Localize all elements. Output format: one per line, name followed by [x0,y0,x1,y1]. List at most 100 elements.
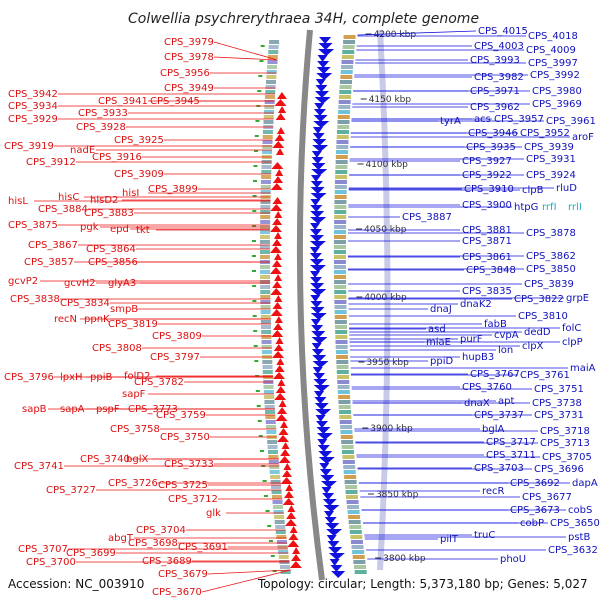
right-gene-label: CPS_3957 [494,114,544,125]
gc-bar [267,445,278,449]
gc-bar [267,60,278,64]
rrna-label: rrlI [568,202,582,213]
right-gene-label: CPS_3881 [462,225,512,236]
right-gene-label: apt [498,396,514,407]
gc-bar [264,100,275,104]
gc-bar [260,210,271,214]
reverse-gene-arrow [322,493,335,500]
forward-gene-arrow [275,337,284,344]
map-title: Colwellia psychrerythraea 34H, complete … [128,11,479,27]
forward-gene-arrow [276,148,285,155]
left-gene-label: gcvH2 [64,278,96,289]
gc-bar [262,145,273,149]
cog-bar [335,330,348,334]
left-gene-label: CPS_3934 [8,101,58,112]
gc-bar [265,85,276,89]
cog-bar [337,385,350,389]
gc-bar [272,500,283,504]
forward-gene-arrow [271,260,282,267]
reverse-gene-arrow [311,163,326,170]
left-connectors [34,41,291,593]
left-gene-label: CPS_3875 [8,220,58,231]
gc-skew-tick [254,360,259,362]
cog-bar [336,370,349,374]
gc-bar [272,495,283,499]
right-gene-label: miaE [426,337,451,348]
forward-strand-track [269,92,302,568]
right-connectors [347,30,570,560]
gc-bar [278,550,289,554]
cog-bar [334,320,347,324]
left-gene-label: gcvP2 [8,276,38,287]
right-gene-label: hupB3 [462,352,494,363]
gc-skew-tick [262,480,267,482]
reverse-gene-arrow [309,241,326,248]
forward-gene-arrow [276,358,285,365]
left-gene-label: CPS_3809 [152,331,202,342]
reverse-gene-arrow [310,301,323,308]
right-gene-label: CPS_3971 [470,86,520,97]
gc-bar [280,570,291,574]
left-connector [207,569,291,575]
cog-bar [338,105,351,109]
gc-bar [259,245,270,249]
reverse-gene-arrow [310,223,321,230]
cog-bar [335,170,348,174]
reverse-gene-arrow [310,193,327,200]
cog-bar [352,550,365,554]
cog-bar [354,565,367,569]
tick-label: 4150 kbp [369,95,412,105]
gc-skew-tick [253,165,258,167]
right-gene-label: CPS_4015 [478,26,528,37]
left-gene-label: CPS_3773 [128,404,178,415]
cog-bar [343,470,356,474]
right-gene-label: CPS_3822 [514,294,564,305]
reverse-gene-arrow [310,271,321,278]
reverse-gene-arrow [323,505,340,512]
gc-bar [267,65,278,69]
accession-text: Accession: NC_003910 [8,577,144,591]
gc-skew-tick [258,75,263,77]
left-gene-label: CPS_3819 [108,319,158,330]
reverse-gene-arrow [309,229,322,236]
forward-gene-arrow [271,162,284,169]
gc-bar [268,455,279,459]
left-gene-label: hisD2 [90,195,118,206]
reverse-gene-arrow [311,169,328,176]
right-gene-label: pstB [568,532,590,543]
gc-bar [271,490,282,494]
right-gene-label: bglA [482,424,504,435]
forward-gene-arrow [273,232,282,239]
reverse-gene-arrow [324,517,337,524]
cog-bar [339,85,352,89]
left-gene-label: CPS_3834 [60,298,110,309]
topology-summary: Topology: circular; Length: 5,373,180 bp… [257,577,588,591]
right-gene-label: grpE [566,293,589,304]
cog-bar [336,360,349,364]
right-gene-label: CPS_3677 [522,492,572,503]
cog-bar [334,225,347,229]
reverse-gene-arrow [326,529,343,536]
cog-bar [334,280,347,284]
gc-bar [259,255,270,259]
cog-bar [337,390,350,394]
gc-bar [260,230,271,234]
left-gene-label: CPS_3691 [178,542,228,553]
right-gene-label: CPS_3931 [526,154,576,165]
cog-bar [339,410,352,414]
gc-bar [260,300,271,304]
right-gene-label: maiA [570,363,596,374]
right-gene-label: CPS_3835 [462,286,512,297]
right-gene-label: CPS_3713 [540,438,590,449]
gc-bar [266,430,277,434]
reverse-gene-arrow [313,373,326,380]
gc-bar [260,185,271,189]
forward-gene-arrow [271,239,282,246]
gc-skew-tick [252,210,257,212]
reverse-gene-arrow [322,499,337,506]
cog-bar [341,445,354,449]
gc-bar [265,410,276,414]
right-gene-label: CPS_4009 [526,45,576,56]
gc-bar [261,175,272,179]
